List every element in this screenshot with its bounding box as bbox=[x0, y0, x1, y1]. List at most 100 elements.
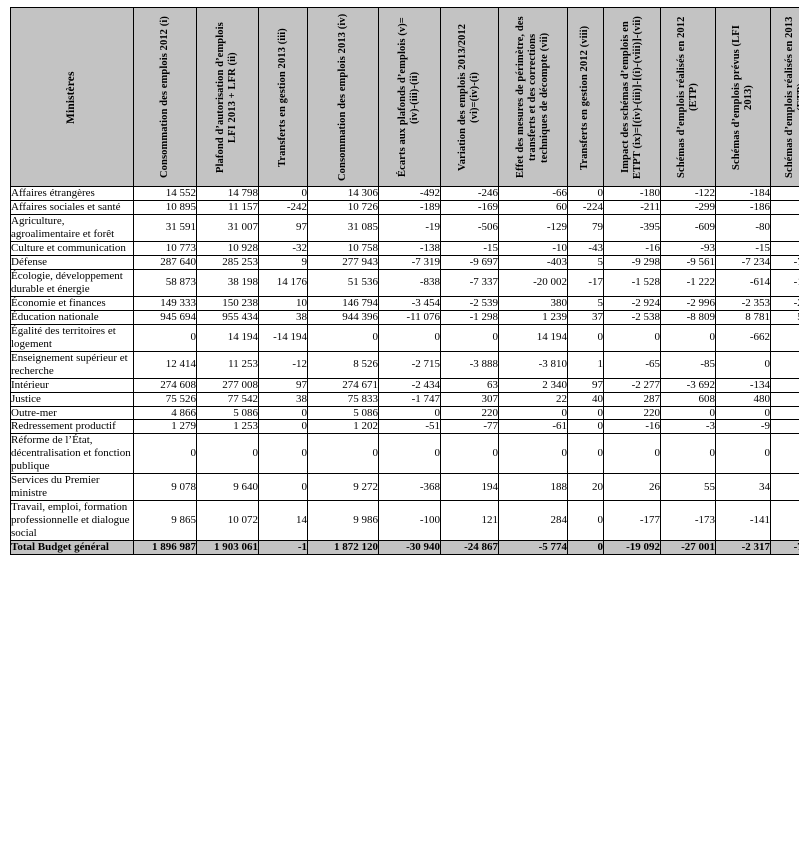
value-cell-ii: 277 008 bbox=[196, 377, 259, 393]
value-cell-ii: 1 253 bbox=[196, 419, 259, 435]
value-cell-s2012: -609 bbox=[660, 213, 716, 242]
value-cell-ii: 11 253 bbox=[196, 350, 259, 379]
value-cell-iv: 274 671 bbox=[307, 377, 379, 393]
value-cell-v: 0 bbox=[378, 405, 441, 421]
table-row: Égalité des territoires et logement 0 14 1… bbox=[10, 323, 799, 352]
value-cell-v: -2 434 bbox=[378, 377, 441, 393]
ministry-name-cell: Égalité des territoires et logement bbox=[10, 323, 134, 352]
table-row: Travail, emploi, formation professionnel… bbox=[10, 500, 799, 542]
value-cell-ix: 0 bbox=[603, 323, 661, 352]
value-cell-iii: -242 bbox=[258, 199, 308, 215]
value-cell-viii: 0 bbox=[567, 419, 604, 435]
column-header-plafond-autorisation: Plafond d’autorisation d’emplois LFI 201… bbox=[196, 7, 259, 187]
value-cell-vi: 307 bbox=[440, 391, 499, 407]
value-cell-vii: -5 774 bbox=[498, 540, 568, 556]
value-cell-ix: -180 bbox=[603, 186, 661, 201]
value-cell-iv: 0 bbox=[307, 433, 379, 475]
value-cell-iv: 5 086 bbox=[307, 405, 379, 421]
table-row: Éducation nationale 945 694 955 434 38 944 3… bbox=[10, 309, 799, 325]
column-header-effet-mesures-label: Effet des mesures de périmètre, des tran… bbox=[514, 16, 551, 178]
value-cell-ix: 287 bbox=[603, 391, 661, 407]
value-cell-s2012: 0 bbox=[660, 405, 716, 421]
value-cell-ix: -395 bbox=[603, 213, 661, 242]
value-cell-v: 0 bbox=[378, 433, 441, 475]
value-cell-i: 75 526 bbox=[133, 391, 197, 407]
value-cell-slfi: 34 bbox=[715, 473, 771, 502]
value-cell-s2012: 55 bbox=[660, 473, 716, 502]
header-row: Ministères Consommation des emplois 2012… bbox=[10, 7, 799, 187]
value-cell-s2012: -85 bbox=[660, 350, 716, 379]
ministry-name-cell: Justice bbox=[10, 391, 134, 407]
value-cell-iv: 146 794 bbox=[307, 295, 379, 311]
value-cell-ix: -211 bbox=[603, 199, 661, 215]
ministry-name-cell: Réforme de l’État, décentralisation et f… bbox=[10, 433, 134, 475]
value-cell-s2012: -27 001 bbox=[660, 540, 716, 556]
value-cell-ix: -177 bbox=[603, 500, 661, 542]
value-cell-i: 10 895 bbox=[133, 199, 197, 215]
value-cell-ix: -2 924 bbox=[603, 295, 661, 311]
value-cell-s2013: -651 bbox=[770, 377, 799, 393]
value-cell-iii: -12 bbox=[258, 350, 308, 379]
ministry-name-cell: Affaires sociales et santé bbox=[10, 199, 134, 215]
column-header-plafond-autorisation-label: Plafond d’autorisation d’emplois LFI 201… bbox=[215, 21, 239, 173]
value-cell-s2012: -3 bbox=[660, 419, 716, 435]
table-body: Affaires étrangères 14 552 14 798 0 14 306 -4… bbox=[10, 186, 799, 556]
value-cell-viii: -43 bbox=[567, 240, 604, 256]
value-cell-vii: -3 810 bbox=[498, 350, 568, 379]
value-cell-s2012: -9 561 bbox=[660, 254, 716, 270]
emplois-table-container: Ministères Consommation des emplois 2012… bbox=[10, 7, 799, 556]
ministry-name-cell: Services du Premier ministre bbox=[10, 473, 134, 502]
value-cell-v: -189 bbox=[378, 199, 441, 215]
value-cell-vii: 380 bbox=[498, 295, 568, 311]
value-cell-ii: 77 542 bbox=[196, 391, 259, 407]
value-cell-vii: 188 bbox=[498, 473, 568, 502]
value-cell-viii: 0 bbox=[567, 323, 604, 352]
value-cell-viii: 0 bbox=[567, 433, 604, 475]
value-cell-i: 1 896 987 bbox=[133, 540, 197, 556]
value-cell-iv: 1 872 120 bbox=[307, 540, 379, 556]
value-cell-s2012: -3 692 bbox=[660, 377, 716, 393]
value-cell-ix: -65 bbox=[603, 350, 661, 379]
column-header-consommation-2013-label: Consommation des emplois 2013 (iv) bbox=[336, 13, 348, 181]
value-cell-viii: 97 bbox=[567, 377, 604, 393]
value-cell-s2013: -27 bbox=[770, 419, 799, 435]
value-cell-ii: 11 157 bbox=[196, 199, 259, 215]
table-row: Réforme de l’État, décentralisation et f… bbox=[10, 433, 799, 475]
value-cell-ii: 0 bbox=[196, 433, 259, 475]
column-header-effet-mesures: Effet des mesures de périmètre, des tran… bbox=[498, 7, 568, 187]
ministry-name-cell: Intérieur bbox=[10, 377, 134, 393]
value-cell-viii: 5 bbox=[567, 295, 604, 311]
value-cell-s2013: -186 bbox=[770, 186, 799, 201]
value-cell-slfi: -2 317 bbox=[715, 540, 771, 556]
column-header-transferts-gestion-2013: Transferts en gestion 2013 (iii) bbox=[258, 7, 308, 187]
value-cell-vi: 220 bbox=[440, 405, 499, 421]
column-header-schemas-prevus-lfi-2013-label: Schémas d’emplois prévus (LFI 2013) bbox=[730, 24, 754, 170]
column-header-ministeres: Ministères bbox=[10, 7, 134, 187]
value-cell-viii: 20 bbox=[567, 473, 604, 502]
column-header-transferts-gestion-2012-label: Transferts en gestion 2012 (viii) bbox=[579, 24, 591, 170]
value-cell-ii: 955 434 bbox=[196, 309, 259, 325]
value-cell-iv: 0 bbox=[307, 323, 379, 352]
value-cell-viii: 0 bbox=[567, 405, 604, 421]
value-cell-iv: 10 726 bbox=[307, 199, 379, 215]
value-cell-viii: 0 bbox=[567, 186, 604, 201]
value-cell-vii: -20 002 bbox=[498, 268, 568, 297]
value-cell-s2012: 0 bbox=[660, 433, 716, 475]
value-cell-ii: 14 194 bbox=[196, 323, 259, 352]
value-cell-vi: 121 bbox=[440, 500, 499, 542]
column-header-impact-schemas-etpt: Impact des schémas d’emplois en ETPT (ix… bbox=[603, 7, 661, 187]
value-cell-s2013: -178 bbox=[770, 500, 799, 542]
ministry-name-cell: Culture et communication bbox=[10, 240, 134, 256]
value-cell-vii: 0 bbox=[498, 433, 568, 475]
value-cell-vi: -3 888 bbox=[440, 350, 499, 379]
value-cell-i: 4 866 bbox=[133, 405, 197, 421]
ministry-name-cell: Défense bbox=[10, 254, 134, 270]
value-cell-slfi: -134 bbox=[715, 377, 771, 393]
column-header-consommation-2013: Consommation des emplois 2013 (iv) bbox=[307, 7, 379, 187]
value-cell-viii: 1 bbox=[567, 350, 604, 379]
value-cell-s2012: -122 bbox=[660, 186, 716, 201]
column-header-schemas-realises-2013: Schémas d’emplois réalisés en 2013 (ETP) bbox=[770, 7, 799, 187]
ministry-name-cell: Affaires étrangères bbox=[10, 186, 134, 201]
value-cell-s2012: -173 bbox=[660, 500, 716, 542]
